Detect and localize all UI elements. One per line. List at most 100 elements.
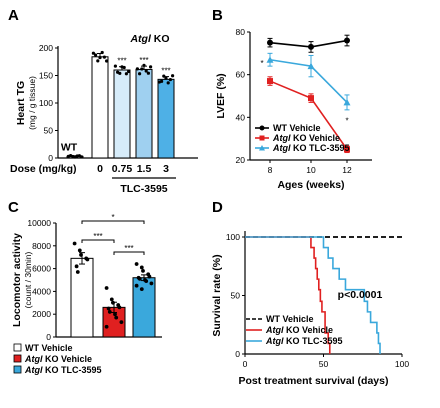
a-y-tick-label: 150: [39, 71, 53, 81]
c-data-point: [134, 283, 139, 288]
panel-letter-d: D: [212, 199, 223, 216]
c-data-point: [144, 279, 149, 284]
b-data-point: [343, 98, 351, 106]
c-significance: ***: [124, 244, 133, 253]
a-bar: [135, 68, 153, 159]
d-y-label: Survival rate (%): [211, 254, 223, 336]
b-annotation: *: [260, 59, 263, 68]
a-data-point: [124, 72, 128, 76]
d-x-label: Post treatment survival (days): [239, 375, 389, 387]
b-legend-label: Atgl KO TLC-3595: [272, 143, 350, 153]
c-data-point: [139, 265, 144, 270]
a-data-point: [160, 79, 164, 83]
a-y-tick-label: 100: [39, 98, 53, 108]
c-data-point: [104, 286, 109, 290]
b-x-tick-label: 12: [342, 165, 352, 175]
b-data-point: [307, 62, 315, 70]
a-y-tick-label: 50: [44, 126, 54, 136]
c-data-point: [149, 281, 154, 286]
c-data-point: [77, 248, 82, 253]
d-y-tick-label: 100: [226, 232, 240, 242]
a-data-point: [98, 55, 102, 60]
c-legend-label: WT Vehicle: [25, 343, 73, 353]
c-data-point: [139, 287, 144, 292]
c-data-point: [119, 320, 124, 325]
c-data-point: [79, 253, 83, 257]
b-legend-marker: [259, 145, 265, 151]
b-data-point: [267, 39, 273, 46]
a-data-point: [144, 69, 148, 73]
d-series-line: [245, 236, 331, 354]
c-legend-label: Atgl KO Vehicle: [24, 354, 92, 364]
c-bar: [70, 257, 94, 338]
b-y-tick-label: 80: [236, 27, 246, 37]
b-legend-marker: [259, 125, 265, 131]
b-legend-label: WT Vehicle: [273, 123, 321, 133]
a-data-point: [138, 72, 142, 76]
d-series-line: [245, 236, 381, 354]
c-data-point: [72, 241, 77, 246]
a-significance: ***: [117, 57, 126, 66]
c-y-tick-label: 0: [46, 332, 51, 342]
b-y-tick-label: 20: [236, 155, 246, 165]
panel-c-locomotor: 0 2000 4000 6000 8000 10000 Locomotor activity…: [11, 213, 162, 375]
a-data-point: [118, 71, 122, 75]
d-y-tick-label: 50: [231, 291, 241, 301]
c-y-tick-label: 4000: [32, 286, 51, 296]
a-bar: [157, 78, 175, 159]
c-data-point: [75, 270, 80, 274]
a-data-point: [102, 55, 106, 59]
c-data-point: [141, 268, 145, 273]
b-data-point: [266, 56, 274, 63]
c-significance: ***: [93, 232, 102, 241]
panel-a-heart-tg: 0 50 100 150 200 Heart TG(mg / g tissue) Atgl …: [10, 33, 198, 195]
a-significance: ***: [139, 56, 148, 65]
c-legend-swatch: [13, 354, 22, 363]
c-data-point: [114, 315, 119, 320]
a-data-point: [166, 81, 170, 85]
a-bar: [91, 56, 109, 159]
c-data-point: [107, 310, 112, 314]
c-legend-swatch: [13, 365, 22, 374]
b-legend-label: Atgl KO Vehicle: [272, 133, 340, 143]
b-data-point: [308, 43, 314, 50]
b-y-tick-label: 60: [236, 70, 246, 80]
a-data-point: [171, 74, 175, 78]
a-data-point: [135, 67, 139, 71]
c-legend-swatch: [13, 343, 22, 352]
c-data-point: [109, 297, 114, 302]
d-y-tick-label: 0: [235, 349, 240, 359]
c-data-point: [104, 324, 109, 329]
panel-letter-c: C: [8, 199, 19, 216]
b-data-point: [344, 37, 350, 44]
a-data-point: [96, 59, 100, 63]
c-data-point: [117, 305, 122, 310]
c-data-point: [74, 264, 79, 269]
panel-letter-b: B: [212, 7, 223, 24]
c-significance-bracket: [81, 239, 115, 243]
a-title: Atgl KO: [129, 33, 169, 45]
b-y-tick-label: 40: [236, 112, 246, 122]
a-data-point: [113, 64, 117, 68]
b-data-point: [267, 78, 273, 85]
c-significance-bracket: [113, 251, 145, 255]
b-annotation: *: [345, 116, 348, 125]
a-dose-value: 0.75: [112, 163, 133, 175]
c-legend-label: Atgl KO TLC-3595: [24, 365, 102, 375]
a-data-point: [94, 53, 98, 57]
d-legend-label: Atgl KO TLC-3595: [265, 336, 343, 346]
c-significance-bracket: [81, 220, 145, 224]
a-drug-label: TLC-3595: [120, 183, 167, 195]
c-y-tick-label: 6000: [32, 264, 51, 274]
c-y-tick-label: 10000: [27, 218, 51, 228]
d-x-tick-label: 50: [319, 359, 329, 369]
d-legend-label: Atgl KO Vehicle: [265, 325, 333, 335]
c-data-point: [134, 262, 139, 266]
c-data-point: [111, 300, 115, 305]
a-data-point: [142, 63, 146, 67]
a-bar: [113, 69, 131, 159]
d-pvalue: p<0.0001: [338, 289, 383, 301]
a-data-point: [100, 50, 104, 55]
b-data-point: [344, 146, 350, 153]
